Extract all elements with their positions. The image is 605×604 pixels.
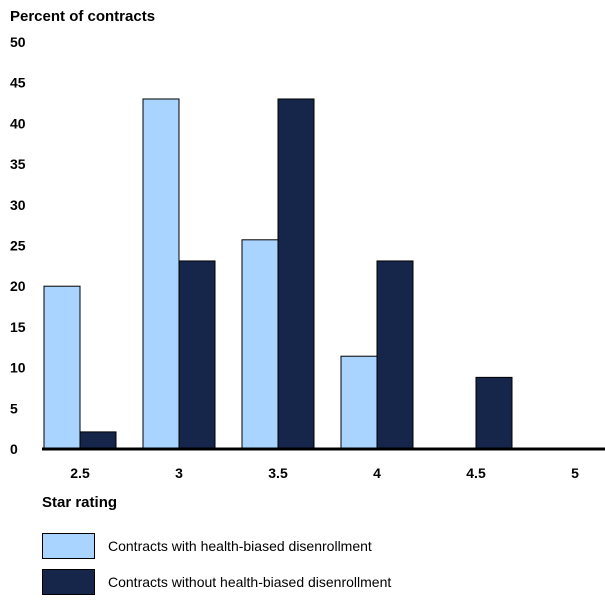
- x-tick-label: 3.5: [268, 465, 288, 481]
- bar-without-4: [376, 260, 414, 450]
- legend: Contracts with health-biased disenrollme…: [42, 532, 391, 604]
- legend-swatch-with: [42, 533, 95, 559]
- y-tick-label: 35: [10, 156, 26, 172]
- y-tick-label: 5: [10, 400, 18, 416]
- bar-with-3: [142, 98, 180, 450]
- bar-without-2.5: [79, 431, 117, 450]
- y-axis-ticks: 0 5 10 15 20 25 30 35 40 45 50: [10, 34, 26, 457]
- x-tick-label: 5: [571, 465, 579, 481]
- y-tick-label: 45: [10, 75, 26, 91]
- y-tick-label: 30: [10, 197, 26, 213]
- legend-item-with: Contracts with health-biased disenrollme…: [42, 532, 391, 560]
- x-tick-label: 4.5: [466, 465, 486, 481]
- legend-item-without: Contracts without health-biased disenrol…: [42, 568, 391, 596]
- y-tick-label: 15: [10, 319, 26, 335]
- y-tick-label: 20: [10, 278, 26, 294]
- x-tick-label: 2.5: [70, 465, 90, 481]
- x-axis-ticks: 2.5 3 3.5 4 4.5 5: [70, 465, 579, 481]
- bars: [43, 98, 513, 450]
- y-tick-label: 25: [10, 238, 26, 254]
- bar-chart: Percent of contracts 0510152025303540455…: [10, 8, 605, 511]
- legend-label-with: Contracts with health-biased disenrollme…: [108, 538, 372, 554]
- bar-with-2.5: [43, 285, 81, 450]
- y-tick-label: 10: [10, 360, 26, 376]
- bar-without-3: [178, 260, 216, 450]
- bar-with-3.5: [241, 239, 279, 450]
- bar-without-4.5: [475, 376, 513, 450]
- y-tick-label: 0: [10, 441, 18, 457]
- x-tick-label: 3: [175, 465, 183, 481]
- y-tick-label: 40: [10, 115, 26, 131]
- bar-with-4: [340, 355, 378, 450]
- bar-without-3.5: [277, 98, 315, 450]
- legend-label-without: Contracts without health-biased disenrol…: [108, 574, 392, 590]
- x-axis-title: Star rating: [42, 494, 117, 511]
- y-axis-title: Percent of contracts: [10, 8, 155, 25]
- y-tick-label: 50: [10, 34, 26, 50]
- legend-swatch-without: [42, 569, 95, 595]
- x-tick-label: 4: [373, 465, 381, 481]
